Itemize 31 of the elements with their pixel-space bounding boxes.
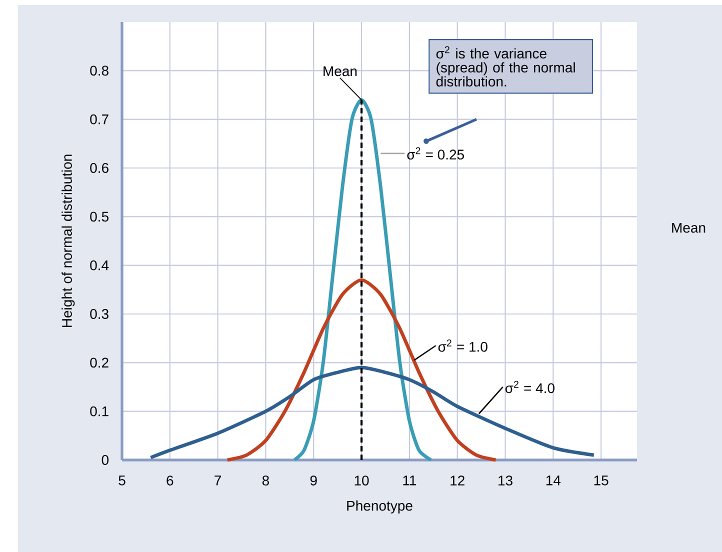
line-series: [226, 278, 498, 462]
x-tick-label: 11: [403, 476, 416, 486]
y-tick-label: 0.4: [90, 260, 109, 270]
text: σ$^{2}$ = 0.25: [407, 147, 464, 160]
x-tick-label: 7: [214, 476, 221, 486]
text: σ$^{2}$ = 4.0: [505, 380, 554, 394]
y-tick-label: 0.6: [90, 163, 108, 173]
x-axis-title: Phenotype: [347, 500, 412, 514]
annotation: Mean: [324, 66, 357, 76]
annotation: σ$^{2}$ is the variance (spread) of the normal distribution.: [436, 46, 575, 87]
line-series: [292, 98, 433, 462]
x-tick-label: 13: [498, 476, 512, 486]
x-tick-label: 14: [546, 476, 561, 486]
x-tick-label: 6: [166, 476, 174, 486]
line-series: [149, 366, 596, 460]
x-tick-label: 9: [310, 476, 317, 486]
x-tick-label: 10: [354, 476, 369, 486]
y-tick-label: 0.3: [90, 309, 108, 319]
y-tick-label: 0.8: [90, 66, 108, 76]
x-tick-label: 8: [262, 476, 270, 486]
y-tick-label: 0.5: [90, 212, 108, 222]
x-tick-label: 12: [450, 476, 464, 486]
x-tick-label: 15: [594, 476, 608, 486]
y-tick-label: 0.2: [90, 358, 108, 368]
y-tick-label: 0.1: [90, 406, 108, 416]
text: Mean: [672, 222, 706, 233]
y-tick-label: 0.7: [90, 114, 108, 124]
y-tick-label: 0: [102, 455, 109, 465]
x-tick-label: 5: [118, 476, 126, 486]
series-label: σ$^{2}$ = 1.0: [438, 339, 488, 352]
y-axis-title: Height of normal distribution: [62, 154, 75, 327]
